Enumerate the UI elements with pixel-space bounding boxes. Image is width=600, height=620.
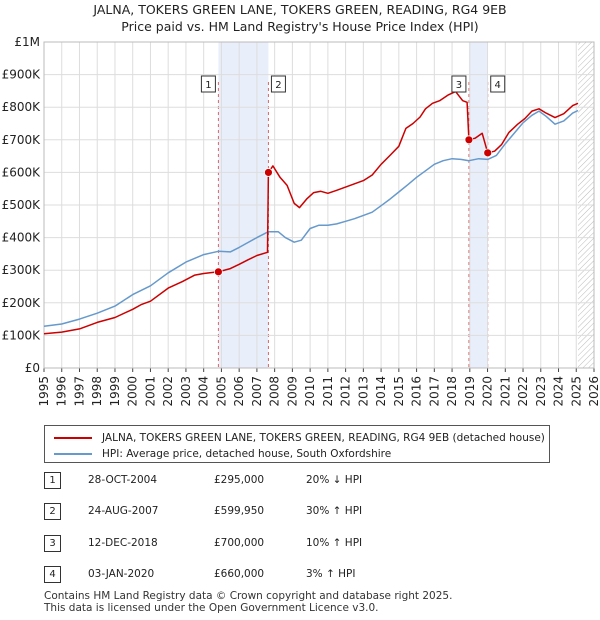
footer-copyright: Contains HM Land Registry data © Crown c…: [44, 590, 453, 602]
property-price-line: [43, 90, 579, 335]
legend-swatch-hpi: [54, 453, 92, 455]
tx-number: 4: [44, 566, 61, 583]
chart-subtitle: Price paid vs. HM Land Registry's House …: [121, 19, 478, 34]
tx-date: 24-AUG-2007: [88, 505, 159, 517]
chart-title: JALNA, TOKERS GREEN LANE, TOKERS GREEN, …: [92, 2, 506, 17]
footer-license: This data is licensed under the Open Gov…: [44, 602, 379, 614]
sale-point: [464, 135, 474, 145]
tx-hpi-change: 20% ↓ HPI: [306, 474, 363, 486]
x-tick-label: 1995: [37, 376, 51, 407]
x-tick-label: 2000: [126, 376, 140, 407]
x-tick-label: 2003: [179, 376, 193, 407]
x-tick-label: 2014: [374, 376, 388, 407]
legend: JALNA, TOKERS GREEN LANE, TOKERS GREEN, …: [44, 425, 550, 463]
x-tick-label: 2015: [392, 376, 406, 407]
x-tick-label: 2018: [445, 376, 459, 407]
table-row: 4 03-JAN-2020 £660,000 3% ↑ HPI: [44, 566, 564, 584]
y-tick-label: £1M: [14, 35, 40, 49]
table-row: 3 12-DEC-2018 £700,000 10% ↑ HPI: [44, 535, 564, 553]
x-tick-label: 2017: [427, 376, 441, 407]
tx-price: £660,000: [214, 568, 265, 580]
sale-marker-label: 3: [456, 80, 462, 91]
tx-hpi-change: 10% ↑ HPI: [306, 537, 363, 549]
y-tick-label: £300K: [2, 263, 42, 277]
tx-price: £700,000: [214, 537, 265, 549]
x-tick-label: 2002: [161, 376, 175, 407]
y-tick-label: £400K: [2, 231, 42, 245]
price-chart: JALNA, TOKERS GREEN LANE, TOKERS GREEN, …: [2, 2, 600, 407]
legend-item-property: JALNA, TOKERS GREEN LANE, TOKERS GREEN, …: [45, 430, 549, 446]
tx-number: 1: [44, 472, 61, 489]
x-tick-label: 2016: [410, 376, 424, 407]
y-tick-label: £800K: [2, 100, 42, 114]
x-tick-label: 2026: [587, 376, 600, 407]
x-tick-label: 2025: [569, 376, 583, 407]
x-tick-label: 2024: [552, 376, 566, 407]
x-tick-label: 1998: [90, 376, 104, 407]
legend-label-property: JALNA, TOKERS GREEN LANE, TOKERS GREEN, …: [102, 432, 545, 444]
x-tick-label: 2009: [285, 376, 299, 407]
legend-swatch-property: [54, 437, 92, 439]
x-tick-label: 1997: [72, 376, 86, 407]
sale-point: [214, 267, 223, 277]
footer: Contains HM Land Registry data © Crown c…: [44, 590, 452, 614]
x-tick-label: 2012: [339, 376, 353, 407]
x-tick-label: 2019: [463, 376, 477, 407]
x-tick-label: 2011: [321, 376, 335, 407]
sale-marker-box: [270, 75, 286, 93]
x-tick-label: 2021: [498, 376, 512, 407]
table-row: 1 28-OCT-2004 £295,000 20% ↓ HPI: [44, 472, 564, 490]
x-tick-label: 1999: [108, 376, 122, 407]
y-tick-label: £500K: [2, 198, 42, 212]
sale-point: [264, 168, 273, 177]
grid: [43, 41, 595, 369]
x-tick-label: 2013: [356, 376, 370, 407]
y-tick-label: £0: [25, 361, 40, 375]
tx-number: 3: [44, 535, 61, 552]
sale-marker-box: [200, 75, 216, 93]
x-tick-label: 2010: [303, 376, 317, 407]
sale-markers: 1 2 3 4: [200, 75, 506, 277]
tx-price: £295,000: [214, 474, 265, 486]
y-tick-label: £200K: [2, 296, 42, 310]
y-tick-label: £900K: [2, 68, 42, 82]
y-tick-label: £700K: [2, 133, 42, 147]
x-tick-label: 2005: [214, 376, 228, 407]
x-tick-label: 2023: [534, 376, 548, 407]
tx-hpi-change: 30% ↑ HPI: [306, 505, 363, 517]
y-tick-label: £100K: [2, 328, 42, 342]
y-tick-label: £600K: [2, 165, 42, 179]
plot-border: [43, 41, 595, 369]
tx-date: 12-DEC-2018: [88, 537, 158, 549]
x-tick-label: 2001: [143, 376, 157, 407]
sale-marker-box: [451, 75, 467, 93]
tx-hpi-change: 3% ↑ HPI: [306, 568, 356, 580]
tx-date: 28-OCT-2004: [88, 474, 157, 486]
tx-price: £599,950: [214, 505, 265, 517]
sale-point: [483, 148, 493, 158]
x-tick-label: 2004: [197, 376, 211, 407]
table-row: 2 24-AUG-2007 £599,950 30% ↑ HPI: [44, 503, 564, 521]
legend-label-hpi: HPI: Average price, detached house, Sout…: [102, 448, 392, 460]
axes: £0 £100K £200K £300K £400K £500K £600K £700K £80…: [2, 35, 600, 407]
x-tick-label: 2006: [232, 376, 246, 407]
sale-marker-label: 2: [275, 80, 281, 91]
tx-number: 2: [44, 503, 61, 520]
hpi-line: [43, 109, 579, 328]
sale-marker-label: 1: [205, 80, 211, 91]
x-tick-label: 2008: [268, 376, 282, 407]
x-tick-label: 1996: [55, 376, 69, 407]
x-tick-label: 2022: [516, 376, 530, 407]
series: [43, 90, 579, 335]
x-tick-label: 2020: [481, 376, 495, 407]
sale-marker-label: 4: [495, 80, 501, 91]
x-tick-label: 2007: [250, 376, 264, 407]
tx-date: 03-JAN-2020: [88, 568, 155, 580]
legend-item-hpi: HPI: Average price, detached house, Sout…: [45, 446, 549, 462]
sale-marker-box: [490, 75, 506, 93]
